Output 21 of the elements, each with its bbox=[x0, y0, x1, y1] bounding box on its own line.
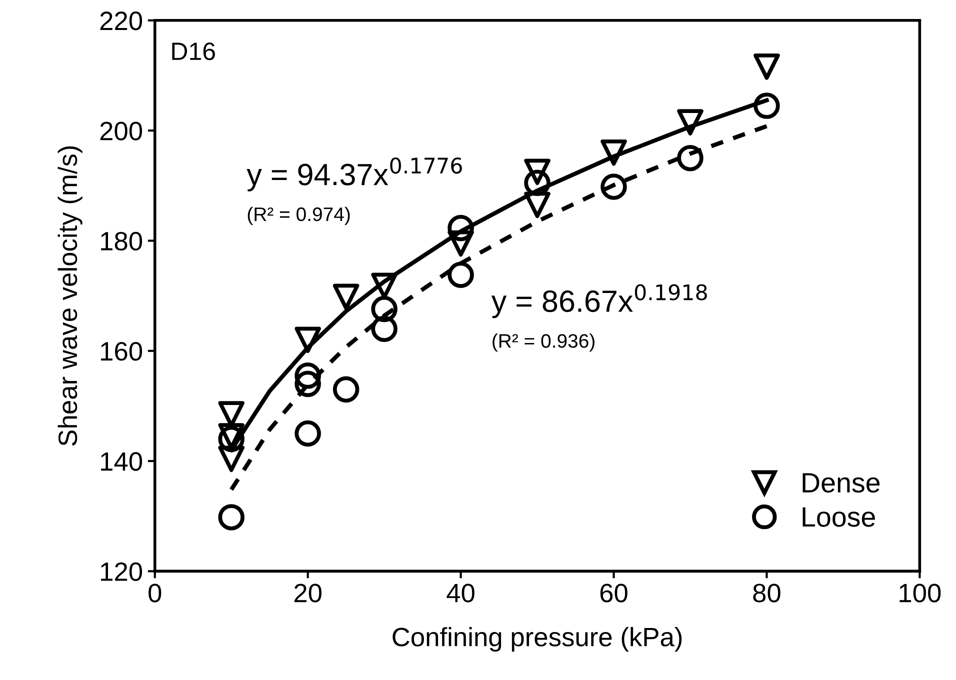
y-axis-title: Shear wave velocity (m/s) bbox=[58, 146, 82, 446]
annotation: (R² = 0.936) bbox=[492, 334, 594, 352]
x-tick-label: 40 bbox=[446, 584, 474, 602]
y-tick-label: 140 bbox=[101, 452, 142, 471]
x-tick-label: 20 bbox=[294, 584, 322, 602]
annotation: (R² = 0.974) bbox=[248, 206, 350, 225]
y-tick-label: 220 bbox=[100, 12, 142, 30]
y-tick-label: 200 bbox=[100, 122, 142, 140]
y-tick-label: 180 bbox=[101, 232, 142, 251]
x-tick-label: 100 bbox=[900, 584, 941, 602]
y-tick-label: 160 bbox=[101, 342, 142, 361]
annotation: y = 94.37x$^{0.1776}$ bbox=[246, 158, 462, 192]
x-tick-label: 0 bbox=[148, 584, 162, 602]
y-tick-label: 120 bbox=[101, 562, 142, 582]
legend-label: Loose bbox=[802, 507, 875, 527]
x-axis-title: Confining pressure (kPa) bbox=[392, 627, 682, 652]
annotation: y = 86.67x$^{0.1918}$ bbox=[491, 284, 707, 318]
annotation: D16 bbox=[172, 42, 215, 60]
legend-label: Dense bbox=[802, 473, 880, 493]
x-tick-label: 80 bbox=[753, 584, 780, 602]
x-tick-label: 60 bbox=[600, 584, 628, 602]
